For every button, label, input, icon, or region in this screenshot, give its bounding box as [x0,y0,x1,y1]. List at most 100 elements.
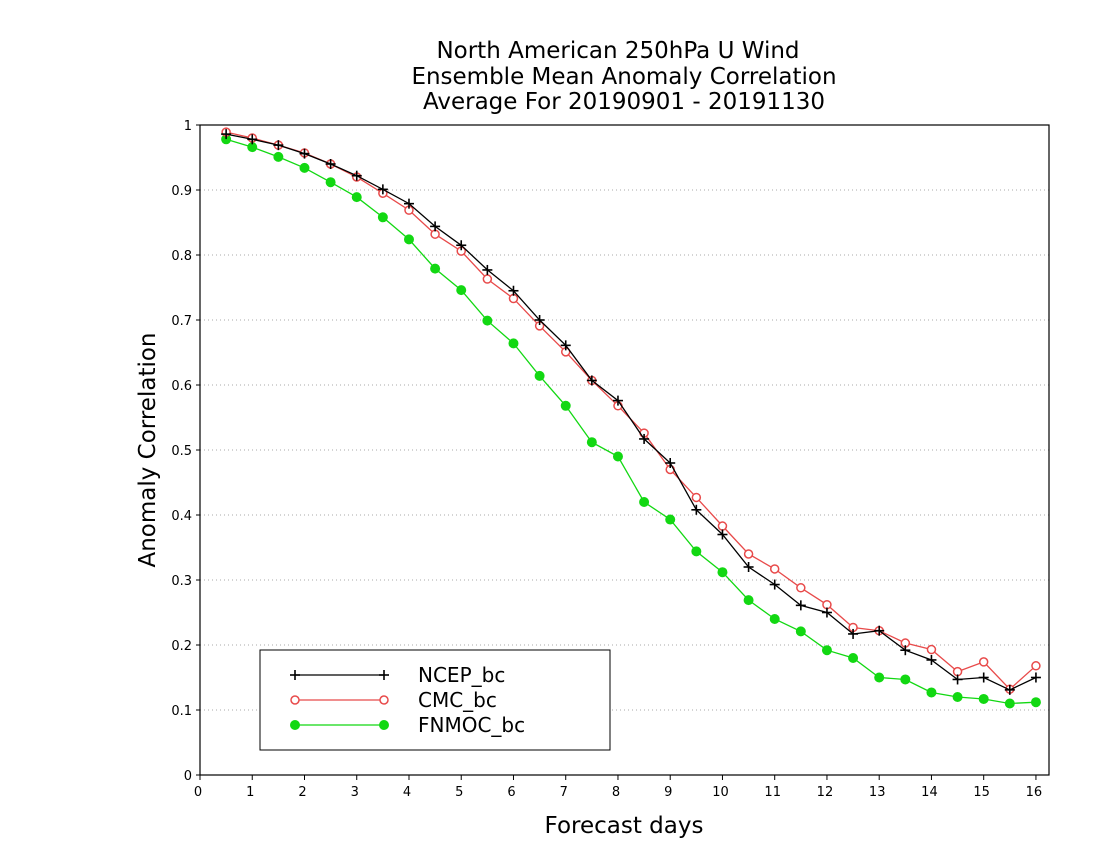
data-point [769,579,780,590]
data-point [691,492,702,503]
data-point [821,607,832,618]
data-point [743,595,754,606]
data-point [351,170,362,181]
data-point [952,692,963,702]
data-point [586,375,597,386]
x-tick-label: 15 [973,785,990,800]
data-point [796,583,806,593]
legend-marker [290,670,300,680]
data-point [1031,661,1041,671]
y-tick-label: 0.9 [171,184,192,199]
y-tick-label: 0.8 [171,249,192,264]
data-point [1004,698,1015,709]
data-point [534,370,545,381]
data-point [900,674,911,685]
data-point [874,672,885,683]
x-tick-label: 16 [1026,785,1043,800]
data-point [769,614,780,624]
data-point [325,177,336,188]
data-point [273,151,284,162]
data-point [560,340,571,351]
y-tick-label: 0.1 [171,704,192,719]
data-series [221,127,1041,709]
y-tick-label: 0.2 [171,639,192,654]
y-tick-label: 0.6 [171,379,192,394]
data-point [560,400,571,411]
y-tick-label: 0.4 [171,509,192,524]
data-point [430,221,441,232]
data-point [430,263,441,274]
data-point [403,234,414,245]
data-point [534,315,545,325]
data-point [691,546,702,557]
data-point [848,628,859,639]
tick-labels: 00.10.20.30.40.50.60.70.80.910 1 2 3 4 5 6 7 8 9 1… [171,119,1042,800]
x-tick-label: 14 [921,785,938,800]
data-point [1004,684,1015,695]
legend-marker [379,670,389,680]
data-point [586,437,597,448]
data-point [874,625,885,636]
data-point [639,497,650,507]
data-point [247,134,258,145]
series-ncep-bc [221,129,1041,695]
data-point [508,338,519,349]
y-tick-label: 1 [184,119,192,134]
data-point [926,644,937,655]
legend-label: FNMOC_bc [418,713,525,737]
data-point [978,672,989,683]
data-point [351,192,362,203]
x-tick-label: 13 [869,785,886,800]
data-point [795,600,806,611]
data-point [1030,697,1041,708]
data-point [665,514,676,525]
data-point [848,653,859,663]
data-point [639,433,650,444]
y-tick-label: 0 [184,769,192,784]
y-tick-label: 0.7 [171,314,192,329]
data-point [325,159,336,169]
data-point [717,529,728,540]
data-point [273,140,284,151]
chart-title-line-3: Average For 20190901 - 20191130 [423,89,825,115]
data-point [612,451,623,462]
x-tick-label: 7 [560,785,568,800]
x-tick-label: 6 [507,785,515,800]
x-axis-label: Forecast days [545,813,704,839]
x-tick-label: 4 [403,785,411,800]
series-fnmoc-bc [221,134,1041,709]
chart-title-line-1: North American 250hPa U Wind [436,38,799,64]
data-point [665,458,676,468]
data-point [456,240,467,251]
data-point [978,693,989,704]
legend-marker [379,695,389,705]
data-point [821,645,832,656]
data-point [1030,672,1041,683]
legend-marker [379,720,389,730]
data-point [482,315,493,326]
data-point [743,562,754,572]
x-tick-label: 2 [298,785,306,800]
series-line [225,133,1037,691]
data-point [221,129,232,140]
data-point [691,504,702,515]
chart-title-line-2: Ensemble Mean Anomaly Correlation [411,64,836,90]
legend-entry-ncep-bc: NCEP_bc [290,663,505,687]
x-tick-label: 5 [455,785,463,800]
legend-entry-fnmoc-bc: FNMOC_bc [290,713,525,737]
legend-label: CMC_bc [418,688,497,712]
legend-label: NCEP_bc [418,663,505,687]
data-point [717,567,728,578]
x-tick-label: 8 [612,785,620,800]
data-point [299,162,310,173]
data-point [900,645,911,656]
x-tick-label: 10 [712,785,729,800]
plot-frame [199,124,1050,776]
x-tick-label: 11 [764,785,781,800]
data-point [299,148,310,159]
data-point [482,274,493,284]
x-tick-label: 12 [817,785,834,800]
data-point [952,674,963,685]
